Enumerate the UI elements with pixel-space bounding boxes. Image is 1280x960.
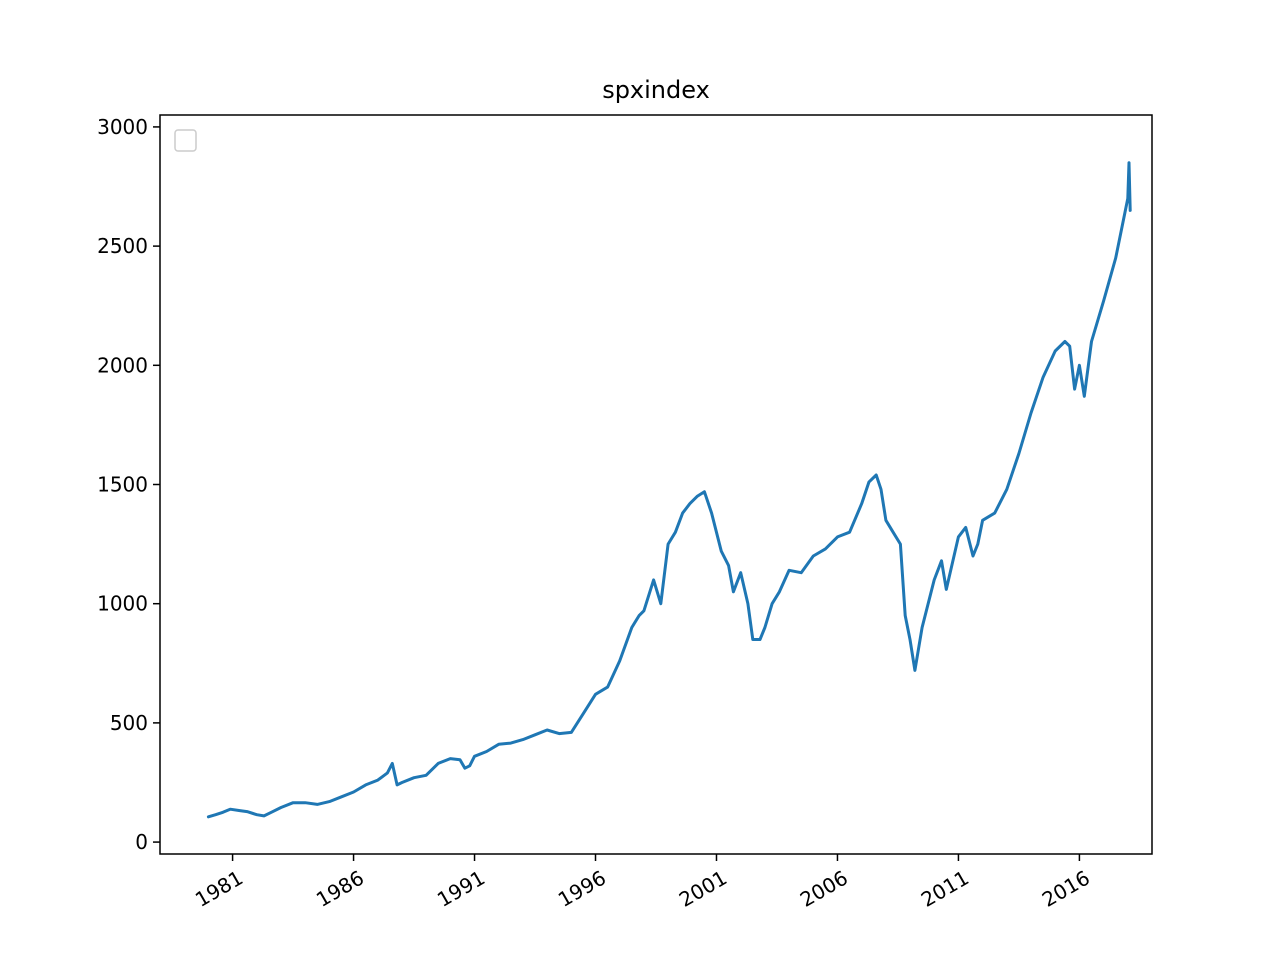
chart-title: spxindex: [602, 76, 710, 104]
series-line-0: [206, 161, 1132, 819]
y-tick-label: 500: [110, 711, 148, 735]
y-tick-label: 1500: [97, 473, 148, 497]
y-tick-label: 3000: [97, 115, 148, 139]
legend-box: [174, 129, 197, 152]
y-tick-label: 1000: [97, 592, 148, 616]
y-tick-label: 2500: [97, 234, 148, 258]
series-layer: [206, 161, 1132, 819]
legend: [174, 129, 197, 152]
plot-frame: [159, 114, 1153, 855]
y-axis-ticks: 0 500 1000 1500 2000 2500 3000: [97, 115, 160, 854]
y-tick-label: 2000: [97, 353, 148, 377]
y-tick-label: 0: [135, 830, 148, 854]
